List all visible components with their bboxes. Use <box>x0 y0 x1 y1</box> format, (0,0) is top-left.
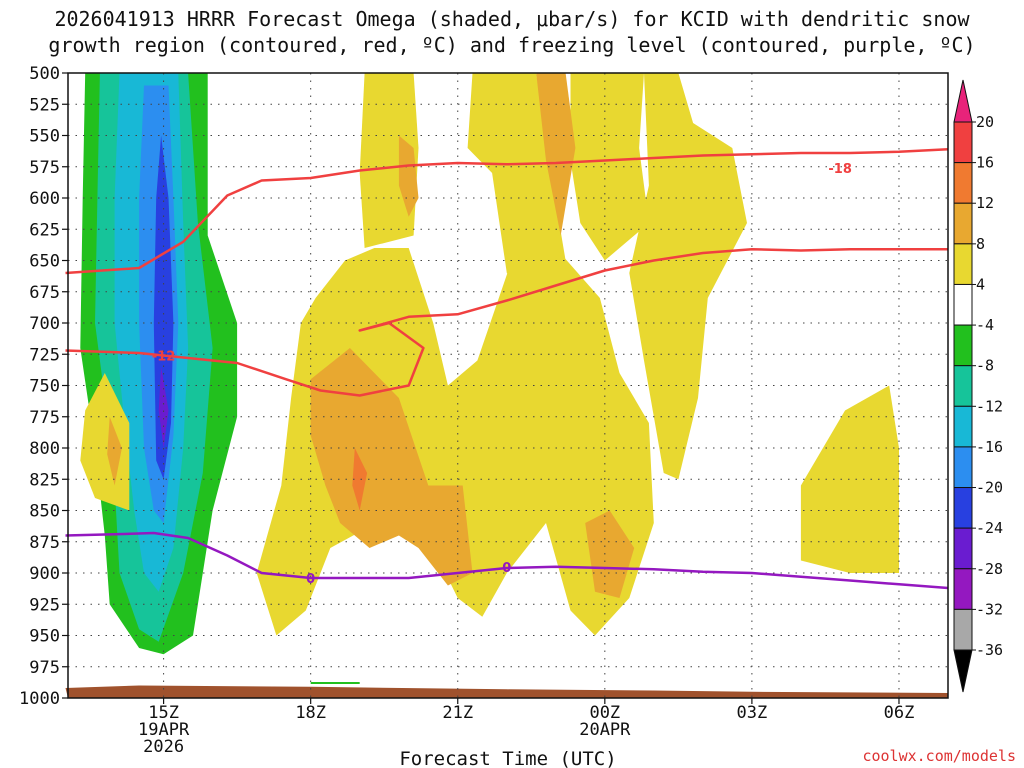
contour-freezing-level-0 <box>65 531 949 590</box>
x-tick-label-18-0: 18Z <box>295 703 326 723</box>
x-tick-label-15-0: 15Z <box>148 703 179 723</box>
colorbar-bin-top <box>953 79 973 123</box>
contour-label-dgz-lower-minus12-0: -12 <box>152 350 176 365</box>
x-tick-label-30-0: 06Z <box>884 703 915 723</box>
y-tick-label-550: 550 <box>29 127 60 147</box>
colorbar-bin-3 <box>953 202 973 245</box>
contour-label-freezing-level-0-0: 0 <box>306 572 315 587</box>
chart-title-line-1: 2026041913 HRRR Forecast Omega (shaded, … <box>54 7 970 31</box>
contour-label-freezing-level-0-1: 0 <box>502 561 511 576</box>
plot-area: -18 -12 0 0 <box>65 72 949 699</box>
chart-title-line-2: growth region (contoured, red, ºC) and f… <box>48 33 975 57</box>
colorbar-bin-13 <box>953 608 973 651</box>
y-tick-label-675: 675 <box>29 283 60 303</box>
colorbar-label-6: -8 <box>976 357 994 375</box>
x-tick-label-15-2: 2026 <box>143 737 184 757</box>
y-tick-label-700: 700 <box>29 314 60 334</box>
y-tick-label-775: 775 <box>29 408 60 428</box>
y-tick-label-650: 650 <box>29 252 60 272</box>
x-tick-label-27-0: 03Z <box>737 703 768 723</box>
colorbar-label-3: 8 <box>976 235 985 253</box>
y-tick-label-950: 950 <box>29 627 60 647</box>
colorbar-bin-6 <box>953 324 973 367</box>
y-tick-label-600: 600 <box>29 189 60 209</box>
colorbar-bin-10 <box>953 487 973 529</box>
colorbar-label-5: -4 <box>976 316 994 334</box>
omega-region-5 <box>158 366 169 448</box>
omega-region-8 <box>570 73 649 261</box>
y-tick-label-975: 975 <box>29 658 60 678</box>
surface-ground <box>65 685 948 698</box>
colorbar-bin-bottom <box>953 649 973 693</box>
omega-region-7 <box>467 73 566 298</box>
contour-dgz-upper-minus18 <box>65 148 949 275</box>
colorbar-bin-1 <box>953 121 973 164</box>
colorbar-label-2: 12 <box>976 194 994 212</box>
omega-shading <box>80 73 899 655</box>
y-tick-label-800: 800 <box>29 439 60 459</box>
colorbar-bin-2 <box>953 162 973 204</box>
omega-region-13 <box>398 135 419 217</box>
credit-text: coolwx.com/models <box>862 747 1016 765</box>
colorbar-label-0: 20 <box>976 113 994 131</box>
y-tick-label-525: 525 <box>29 95 60 115</box>
contour-label-dgz-upper-minus18-0: -18 <box>828 162 852 177</box>
colorbar-label-8: -16 <box>976 438 1003 456</box>
omega-region-10 <box>256 248 654 636</box>
colorbar-label-10: -24 <box>976 519 1003 537</box>
x-tick-label-24-1: 20APR <box>579 720 631 740</box>
omega-region-18 <box>80 373 130 511</box>
colorbar-bin-11 <box>953 527 973 570</box>
temperature-contours: -18 -12 0 0 <box>65 148 949 590</box>
y-tick-label-900: 900 <box>29 564 60 584</box>
y-tick-label-875: 875 <box>29 533 60 553</box>
y-tick-label-925: 925 <box>29 595 60 615</box>
omega-region-17 <box>352 448 368 511</box>
y-tick-label-1000: 1000 <box>19 689 60 709</box>
omega-overlay-0 <box>107 416 122 486</box>
omega-region-11 <box>800 385 899 573</box>
surface-terrain <box>65 682 948 698</box>
contour-dgz-lower-minus12 <box>65 247 948 397</box>
omega-region-6 <box>359 73 419 248</box>
colorbar-label-13: -36 <box>976 641 1003 659</box>
y-tick-label-850: 850 <box>29 502 60 522</box>
omega-region-4 <box>153 135 174 480</box>
y-tick-label-625: 625 <box>29 220 60 240</box>
colorbar-bin-5 <box>953 283 973 326</box>
colorbar-bin-9 <box>953 446 973 489</box>
colorbar-bin-4 <box>953 243 973 285</box>
omega-region-9 <box>629 73 747 480</box>
y-tick-label-575: 575 <box>29 158 60 178</box>
omega-region-12 <box>536 73 576 236</box>
colorbar-bin-7 <box>953 365 973 407</box>
colorbar: 20 16 12 8 4 -4 -8 -12 -16 -20 -24 -28 -32 -36 <box>953 79 1003 693</box>
colorbar-label-9: -20 <box>976 479 1003 497</box>
y-tick-label-500: 500 <box>29 64 60 84</box>
colorbar-label-11: -28 <box>976 560 1003 578</box>
x-tick-label-21-0: 21Z <box>442 703 473 723</box>
colorbar-label-4: 4 <box>976 275 985 293</box>
colorbar-bin-12 <box>953 568 973 610</box>
colorbar-bin-8 <box>953 405 973 448</box>
colorbar-label-1: 16 <box>976 154 994 172</box>
x-tick-label-24-0: 00Z <box>589 703 620 723</box>
x-axis-label: Forecast Time (UTC) <box>399 748 616 768</box>
pressure-axis: 500 525 550 575 600 625 650 675 700 725 750 775 800 8… <box>19 64 68 709</box>
y-tick-label-750: 750 <box>29 377 60 397</box>
omega-region-15 <box>585 510 635 598</box>
y-tick-label-825: 825 <box>29 470 60 490</box>
colorbar-label-7: -12 <box>976 397 1003 415</box>
x-tick-label-15-1: 19APR <box>138 720 190 740</box>
colorbar-label-12: -32 <box>976 600 1003 618</box>
y-tick-label-725: 725 <box>29 345 60 365</box>
omega-region-14 <box>310 348 473 586</box>
